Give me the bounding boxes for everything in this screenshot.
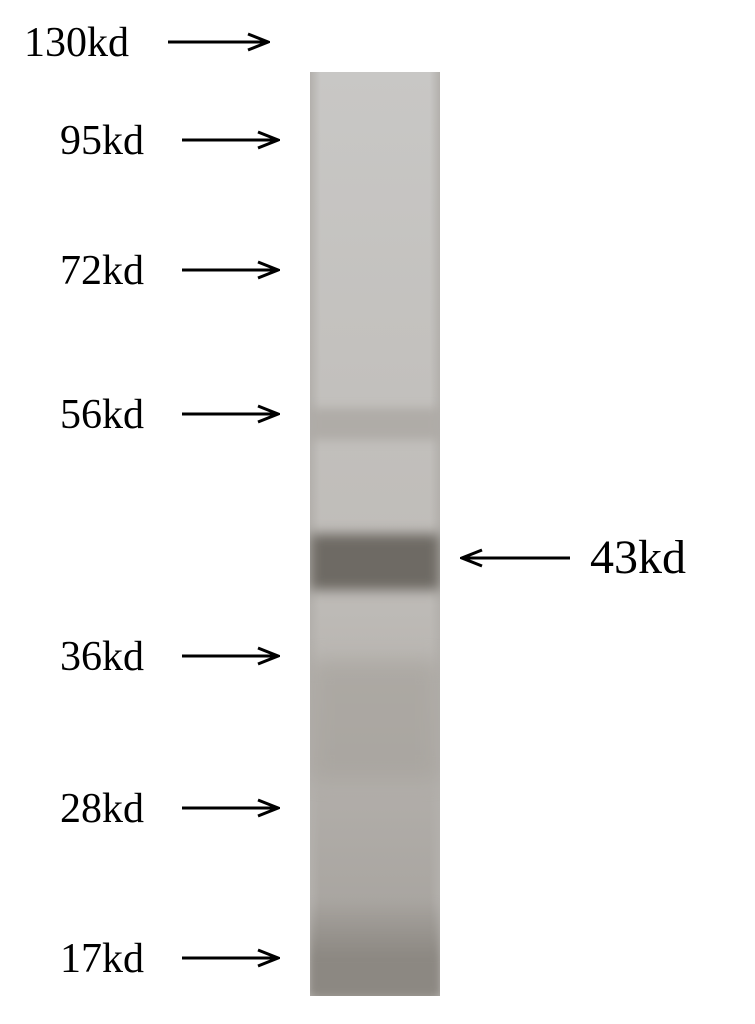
marker-label: 28kd <box>60 785 144 833</box>
western-blot-figure: 130kd 95kd 72kd 56kd 36kd 28kd 17kd 43kd <box>0 0 755 1024</box>
arrow-right-icon <box>182 402 280 426</box>
band-label: 43kd <box>590 530 686 585</box>
marker-label: 56kd <box>60 391 144 439</box>
arrow-right-icon <box>168 30 270 54</box>
arrow-right-icon <box>182 258 280 282</box>
marker-label: 36kd <box>60 633 144 681</box>
target-band <box>310 534 440 590</box>
arrow-left-icon <box>460 546 570 570</box>
arrow-right-icon <box>182 796 280 820</box>
faint-band-upper <box>310 408 440 440</box>
gel-lane <box>310 72 440 996</box>
arrow-right-icon <box>182 128 280 152</box>
arrow-right-icon <box>182 946 280 970</box>
marker-label: 130kd <box>24 19 129 67</box>
marker-label: 72kd <box>60 247 144 295</box>
arrow-right-icon <box>182 644 280 668</box>
bottom-dark-band <box>310 900 440 996</box>
marker-label: 17kd <box>60 935 144 983</box>
marker-label: 95kd <box>60 117 144 165</box>
smear-mid <box>310 660 440 780</box>
